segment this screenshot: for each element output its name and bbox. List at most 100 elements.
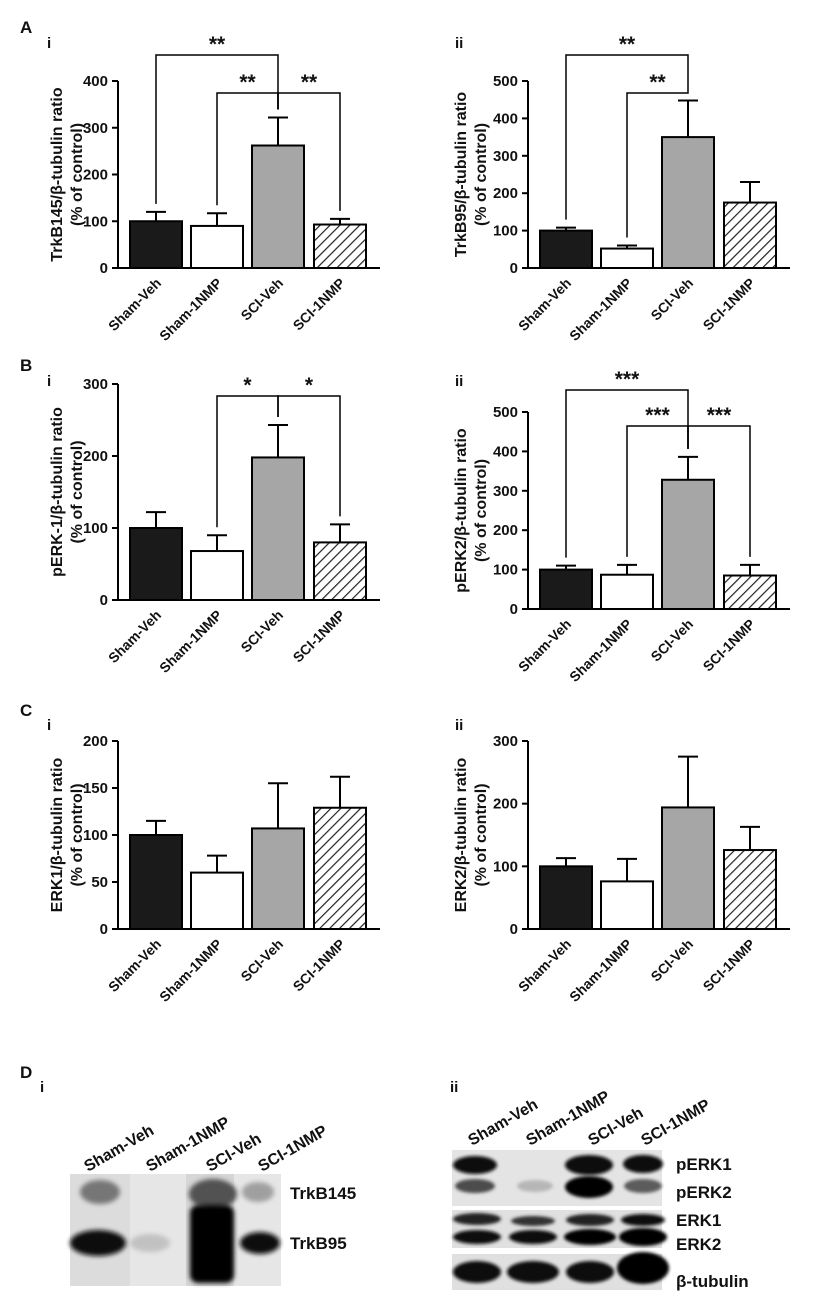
chart-bi-tick-label: 100 [83, 520, 108, 537]
chart-cii-bar-1 [539, 865, 593, 930]
chart-aii-sig-label-1: ** [619, 33, 636, 56]
chart-ai-ylabel: TrkB145/β-tubulin ratio [49, 87, 66, 261]
panel-letter-c: C [20, 701, 32, 720]
chart-bii-tick-label: 200 [493, 522, 518, 539]
chart-aii-bar-1 [539, 229, 593, 270]
chart-bi-tick-label: 300 [83, 376, 108, 393]
chart-ai-bar-3 [251, 144, 305, 269]
chart-bi-tick-label: 0 [100, 592, 108, 609]
chart-aii-tick-label: 0 [510, 260, 518, 277]
chart-cii-category-2: Sham-1NMP [566, 936, 635, 1005]
chart-ci-tick-label: 100 [83, 827, 108, 844]
panel-letter-b: B [20, 356, 32, 375]
chart-aii-bar-2 [600, 247, 654, 270]
blot-right: ii Sham-Veh Sham-1NMP SCI-Veh SCI-1NMP [450, 1079, 749, 1291]
blot-right-band-label-4: ERK2 [676, 1235, 721, 1254]
chart-ci-tick-label: 50 [91, 874, 108, 891]
chart-bii-tick-label: 400 [493, 443, 518, 460]
chart-bi-ylabel: pERK-1/β-tubulin ratio [49, 407, 66, 577]
chart-cii-ylabel-2: (% of control) [473, 783, 490, 886]
chart-bii-bar-1 [539, 568, 593, 610]
chart-ai-category-4: SCI-1NMP [289, 275, 348, 334]
chart-aii-sig-bracket-2 [626, 92, 689, 238]
chart-ci-ylabel: ERK1/β-tubulin ratio [49, 757, 66, 912]
chart-ai-sig-bracket-3 [277, 92, 341, 211]
chart-bi-roman: i [47, 373, 51, 390]
chart-bi-bar-2 [190, 550, 244, 601]
chart-ai-tick-label: 400 [83, 73, 108, 90]
blot-left: i Sham-Veh Sham-1NMP SCI-Veh SCI-1NMP Tr… [40, 1079, 356, 1286]
chart-bii-category-3: SCI-Veh [647, 616, 696, 665]
blot-right-band-label-5: β-tubulin [676, 1272, 749, 1291]
blot-left-band-label-2: TrkB95 [290, 1234, 347, 1253]
chart-ci-ylabel-2: (% of control) [69, 783, 86, 886]
blot-left-lane-4: SCI-1NMP [256, 1122, 331, 1175]
blot-left-lane-1: Sham-Veh [82, 1122, 157, 1175]
chart-ai-category-2: Sham-1NMP [156, 275, 225, 344]
chart-cii-category-4: SCI-1NMP [699, 936, 758, 995]
chart-aii-category-2: Sham-1NMP [566, 275, 635, 344]
chart-cii-tick-label: 300 [493, 733, 518, 750]
blot-right-band-label-3: ERK1 [676, 1211, 721, 1230]
chart-bii-sig-bracket-3 [687, 425, 751, 557]
chart-ci-category-1: Sham-Veh [105, 936, 164, 995]
chart-bii-bar-2 [600, 573, 654, 610]
chart-ci-bar-3 [251, 827, 305, 930]
chart-aii-tick-label: 300 [493, 148, 518, 165]
chart-bii-category-4: SCI-1NMP [699, 616, 758, 675]
chart-ci-tick-label: 0 [100, 921, 108, 938]
panel-letter-a: A [20, 18, 32, 37]
chart-aii-tick-label: 100 [493, 223, 518, 240]
chart-ai-sig-label-1: ** [209, 33, 226, 56]
chart-b-ii: ii pERK2/β-tubulin ratio (% of control) 0 10… [453, 368, 790, 685]
chart-bi-category-1: Sham-Veh [105, 607, 164, 666]
chart-cii-bar-2 [600, 880, 654, 931]
chart-a-ii: ii TrkB95/β-tubulin ratio (% of control) 0 1… [453, 33, 790, 344]
chart-cii-tick-label: 100 [493, 858, 518, 875]
chart-cii-roman: ii [455, 717, 463, 734]
chart-bii-sig-label-2: *** [645, 404, 670, 427]
panel-letter-d: D [20, 1063, 32, 1082]
chart-bi-category-4: SCI-1NMP [289, 607, 348, 666]
chart-ci-category-2: Sham-1NMP [156, 936, 225, 1005]
chart-a-i: i TrkB145/β-tubulin ratio (% of control) 0 1… [47, 33, 380, 344]
chart-ci-bar-2 [190, 871, 244, 930]
chart-ai-category-1: Sham-Veh [105, 275, 164, 334]
chart-bii-tick-label: 500 [493, 404, 518, 421]
chart-bi-bar-3 [251, 456, 305, 601]
chart-bi-sig-bracket-2 [277, 395, 341, 517]
chart-aii-bar-4 [723, 201, 777, 269]
chart-aii-tick-label: 200 [493, 185, 518, 202]
chart-bii-roman: ii [455, 373, 463, 390]
chart-aii-category-3: SCI-Veh [647, 275, 696, 324]
chart-bii-category-1: Sham-Veh [515, 616, 574, 675]
blot-right-band-label-2: pERK2 [676, 1183, 732, 1202]
chart-cii-tick-label: 200 [493, 796, 518, 813]
chart-cii-bar-4 [723, 849, 777, 930]
chart-cii-category-1: Sham-Veh [515, 936, 574, 995]
chart-ci-bar-1 [129, 834, 183, 930]
chart-cii-ylabel: ERK2/β-tubulin ratio [453, 757, 470, 912]
blot-right-lane-4: SCI-1NMP [639, 1096, 714, 1149]
chart-aii-tick-label: 500 [493, 73, 518, 90]
chart-ci-category-4: SCI-1NMP [289, 936, 348, 995]
chart-bi-sig-label-1: * [243, 374, 252, 397]
chart-cii-category-3: SCI-Veh [647, 936, 696, 985]
chart-bi-bar-4 [313, 541, 367, 602]
blot-right-band-label-1: pERK1 [676, 1155, 732, 1174]
chart-bii-tick-label: 0 [510, 601, 518, 618]
chart-bi-bar-1 [129, 527, 183, 601]
chart-bi-category-3: SCI-Veh [237, 607, 286, 656]
chart-ci-tick-label: 200 [83, 733, 108, 750]
chart-bi-tick-label: 200 [83, 448, 108, 465]
chart-bii-category-2: Sham-1NMP [566, 616, 635, 685]
chart-c-i: i ERK1/β-tubulin ratio (% of control) 0 50 10… [47, 717, 380, 1005]
blot-right-membrane-erk [452, 1210, 667, 1248]
chart-bi-category-2: Sham-1NMP [156, 607, 225, 676]
chart-bii-tick-label: 100 [493, 562, 518, 579]
blot-left-membrane [70, 1174, 281, 1286]
chart-bii-ylabel-2: (% of control) [473, 459, 490, 562]
chart-b-i: i pERK-1/β-tubulin ratio (% of control) 0 10… [47, 373, 380, 676]
chart-aii-bar-3 [661, 136, 715, 269]
chart-cii-bar-3 [661, 806, 715, 931]
